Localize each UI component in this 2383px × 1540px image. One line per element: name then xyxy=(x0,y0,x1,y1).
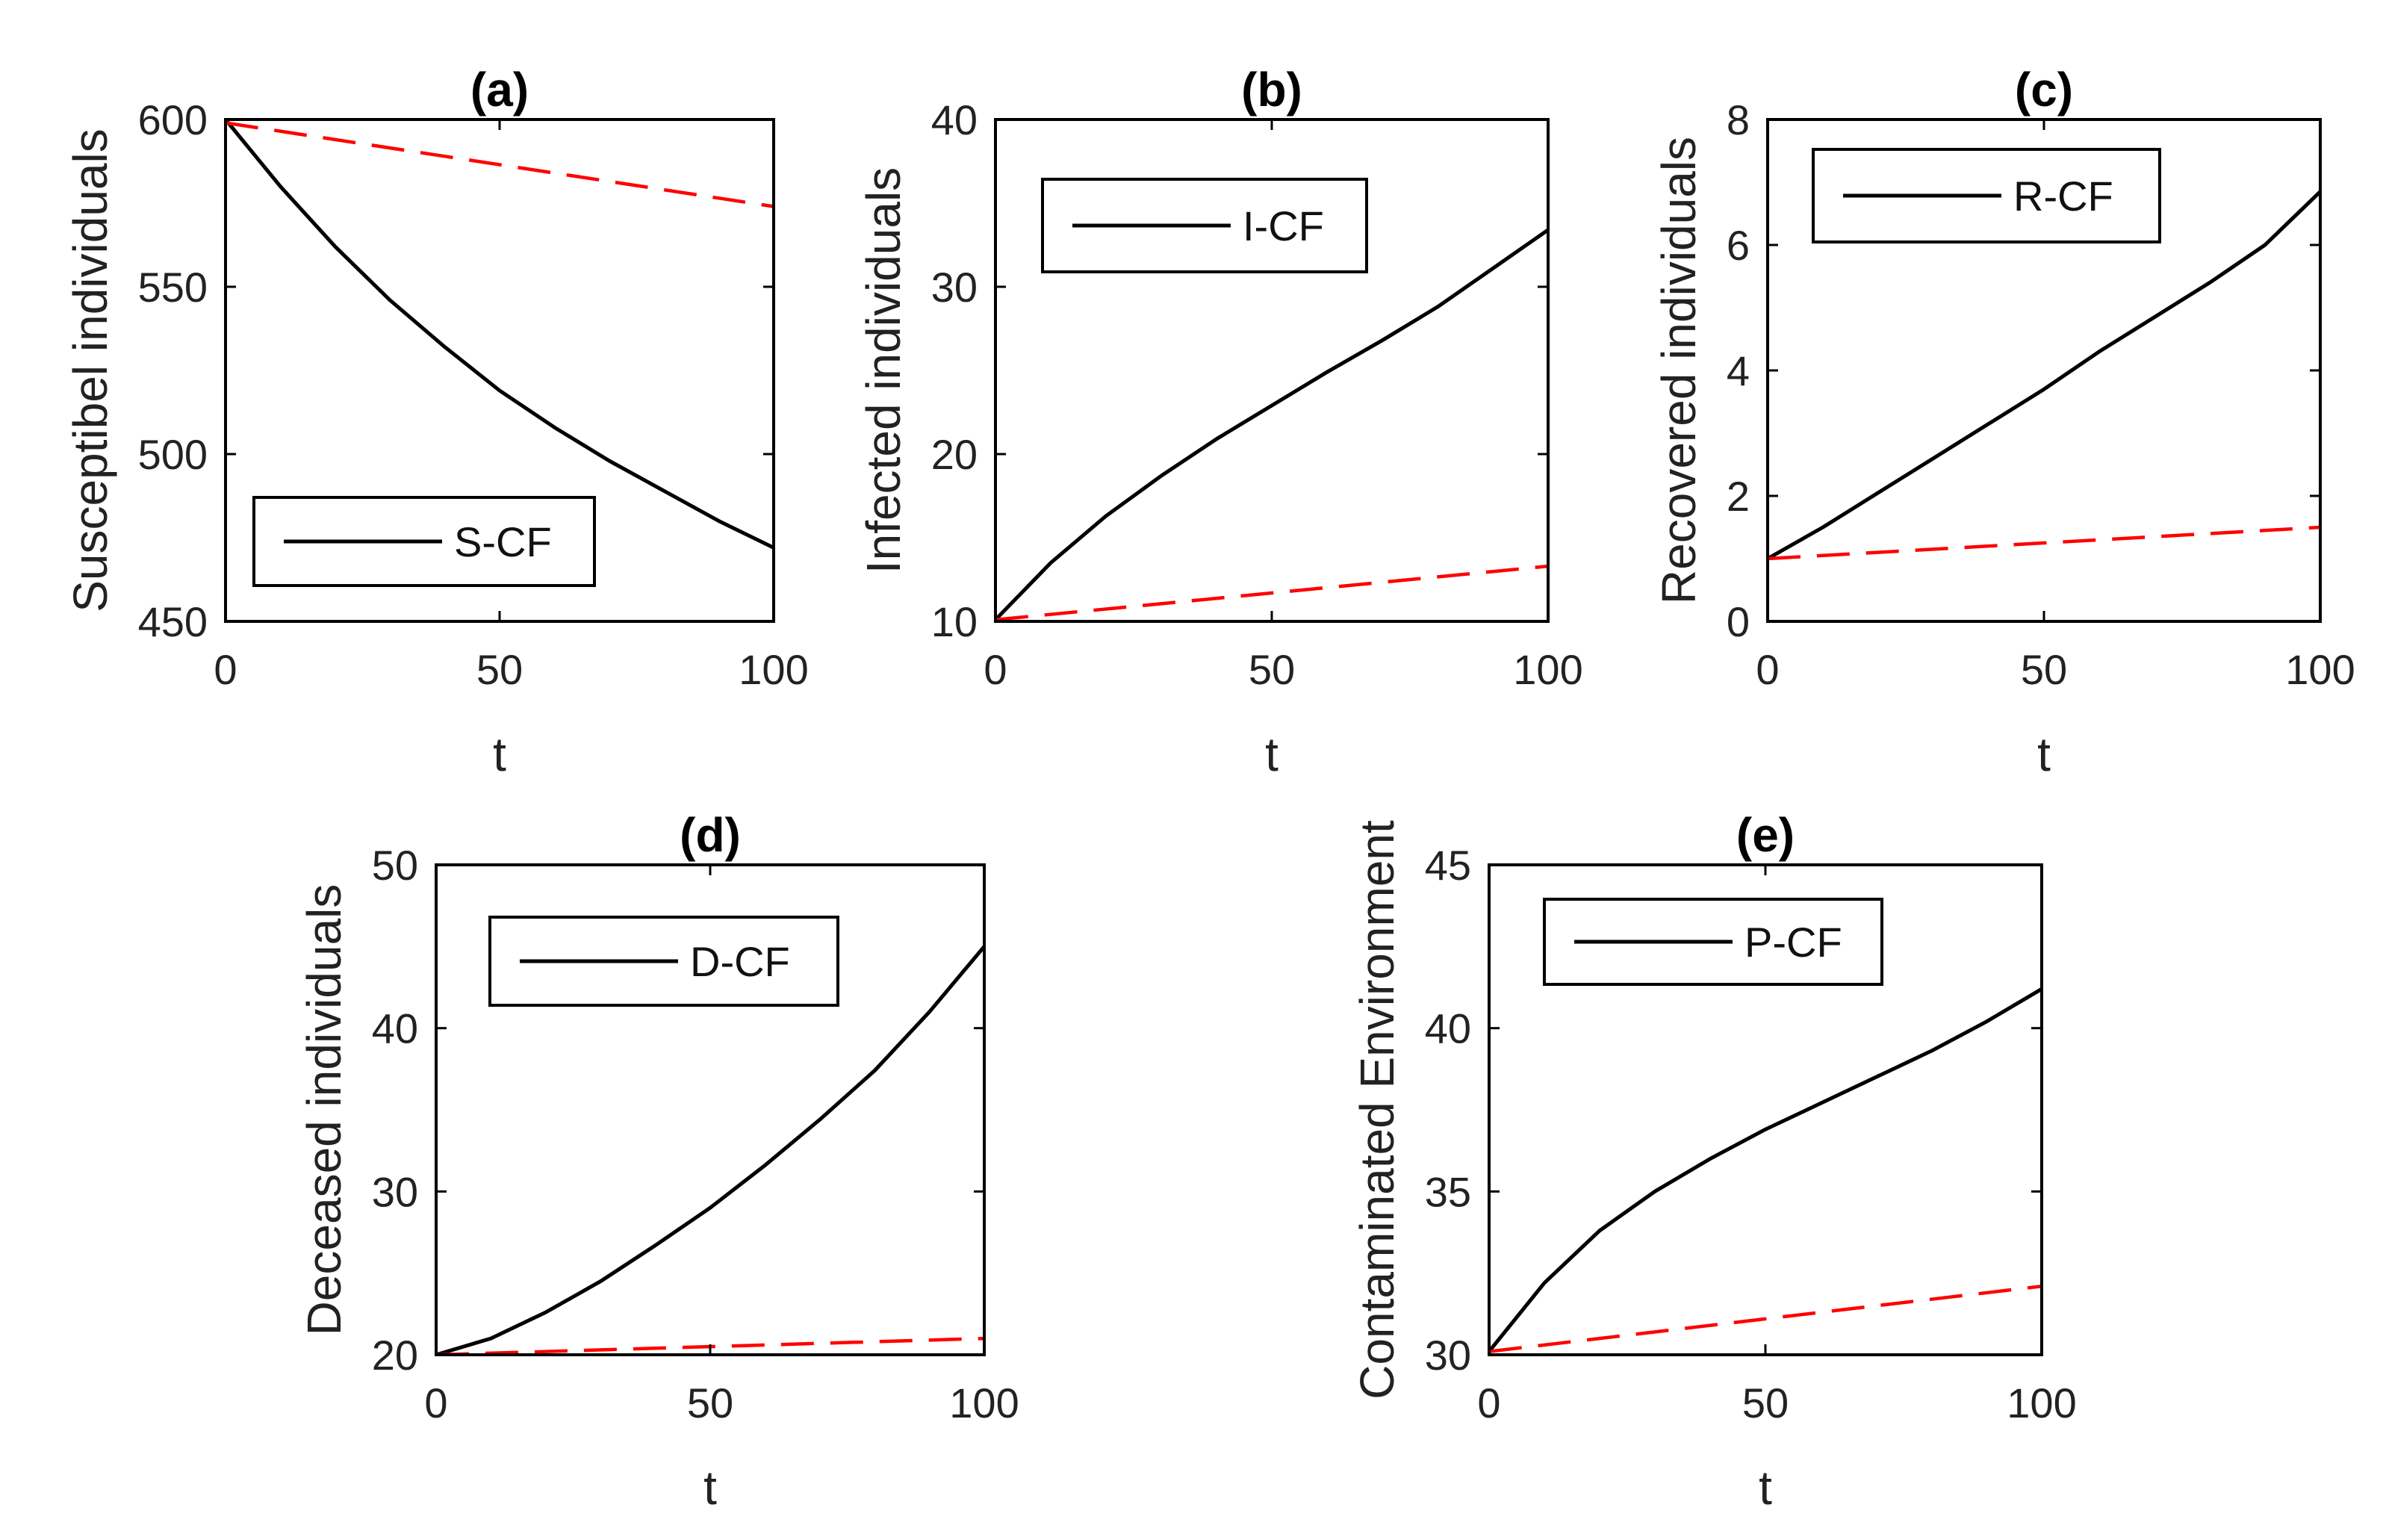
y-axis-label: Susceptibel individuals xyxy=(63,128,117,612)
dashed-series-line xyxy=(1768,525,2320,561)
dashed-series-line xyxy=(1489,1284,2042,1353)
panel-title: (b) xyxy=(1241,63,1302,117)
panel-title: (e) xyxy=(1736,808,1795,862)
x-tick-label: 50 xyxy=(2021,646,2067,693)
y-tick-label: 35 xyxy=(1425,1168,1471,1215)
y-tick-label: 50 xyxy=(372,842,418,889)
legend-label: D-CF xyxy=(690,938,790,985)
x-tick-label: 100 xyxy=(949,1379,1019,1426)
x-tick-label: 0 xyxy=(424,1379,447,1426)
panel-d: 0 50 100 20 30 40 50 (d) t Deceased individuals D-… xyxy=(297,808,1019,1515)
panel-title: (d) xyxy=(680,808,741,862)
legend-label: S-CF xyxy=(454,518,552,565)
y-tick-label: 500 xyxy=(138,431,208,478)
y-axis-label: Infected individuals xyxy=(857,167,910,574)
y-tick-label: 8 xyxy=(1727,96,1750,143)
x-tick-label: 50 xyxy=(1742,1379,1789,1426)
y-tick-label: 30 xyxy=(372,1168,418,1215)
y-tick-label: 6 xyxy=(1727,222,1750,269)
y-tick-label: 20 xyxy=(931,431,978,478)
y-tick-label: 40 xyxy=(931,96,978,143)
x-tick-label: 50 xyxy=(687,1379,733,1426)
x-axis-label: t xyxy=(493,727,506,781)
panel-c: 0 50 100 0 2 4 6 8 (c) t Recovered individuals R-CF xyxy=(1652,63,2355,781)
panel-title: (a) xyxy=(470,63,529,117)
solid-series-line xyxy=(436,945,984,1355)
solid-series-line xyxy=(226,119,774,550)
legend-label: P-CF xyxy=(1744,919,1842,966)
y-tick-label: 600 xyxy=(138,96,208,143)
y-tick-label: 4 xyxy=(1727,347,1750,394)
y-tick-label: 450 xyxy=(138,598,208,645)
legend-label: R-CF xyxy=(2013,173,2113,220)
x-tick-label: 0 xyxy=(984,646,1007,693)
panel-a: 0 50 100 450 500 550 600 (a) t Susceptibel indivi… xyxy=(63,63,809,781)
legend: P-CF xyxy=(1543,898,1883,986)
y-axis-label: Contaminated Environment xyxy=(1350,820,1404,1400)
panel-e: 0 50 100 30 35 40 45 (e) t Contaminated Environme… xyxy=(1350,808,2077,1515)
y-axis-label: Recovered individuals xyxy=(1652,137,1706,604)
x-tick-label: 0 xyxy=(214,646,237,693)
y-tick-label: 550 xyxy=(138,264,208,311)
solid-series-line xyxy=(995,228,1548,621)
legend: D-CF xyxy=(488,916,839,1007)
solid-series-line xyxy=(1489,987,2042,1353)
x-tick-label: 0 xyxy=(1756,646,1779,693)
y-tick-label: 2 xyxy=(1727,473,1750,520)
x-axis-label: t xyxy=(1759,1461,1772,1515)
dashed-series-line xyxy=(226,121,774,208)
x-tick-label: 50 xyxy=(476,646,523,693)
legend-label: I-CF xyxy=(1243,202,1324,249)
y-tick-label: 0 xyxy=(1727,598,1750,645)
y-tick-label: 40 xyxy=(1425,1005,1471,1052)
x-axis-label: t xyxy=(2037,727,2051,781)
y-tick-label: 20 xyxy=(372,1332,418,1379)
x-axis-label: t xyxy=(1265,727,1279,781)
y-tick-label: 45 xyxy=(1425,842,1471,889)
panel-title: (c) xyxy=(2015,63,2073,117)
y-tick-label: 30 xyxy=(1425,1332,1471,1379)
x-tick-label: 100 xyxy=(2285,646,2355,693)
x-tick-label: 100 xyxy=(1513,646,1582,693)
legend: I-CF xyxy=(1041,178,1368,273)
x-tick-label: 50 xyxy=(1249,646,1295,693)
legend: R-CF xyxy=(1812,148,2161,243)
x-tick-label: 0 xyxy=(1477,1379,1500,1426)
y-axis-label: Deceased individuals xyxy=(297,884,351,1336)
y-tick-label: 30 xyxy=(931,264,978,311)
x-tick-label: 100 xyxy=(2007,1379,2076,1426)
solid-series-line xyxy=(1768,190,2320,561)
x-tick-label: 100 xyxy=(739,646,808,693)
y-tick-label: 10 xyxy=(931,598,978,645)
x-axis-label: t xyxy=(703,1461,717,1515)
panel-b: 0 50 100 10 20 30 40 (b) t Infected individuals I-… xyxy=(857,63,1583,781)
legend: S-CF xyxy=(252,496,596,587)
dashed-series-line xyxy=(995,564,1548,621)
y-tick-label: 40 xyxy=(372,1005,418,1052)
